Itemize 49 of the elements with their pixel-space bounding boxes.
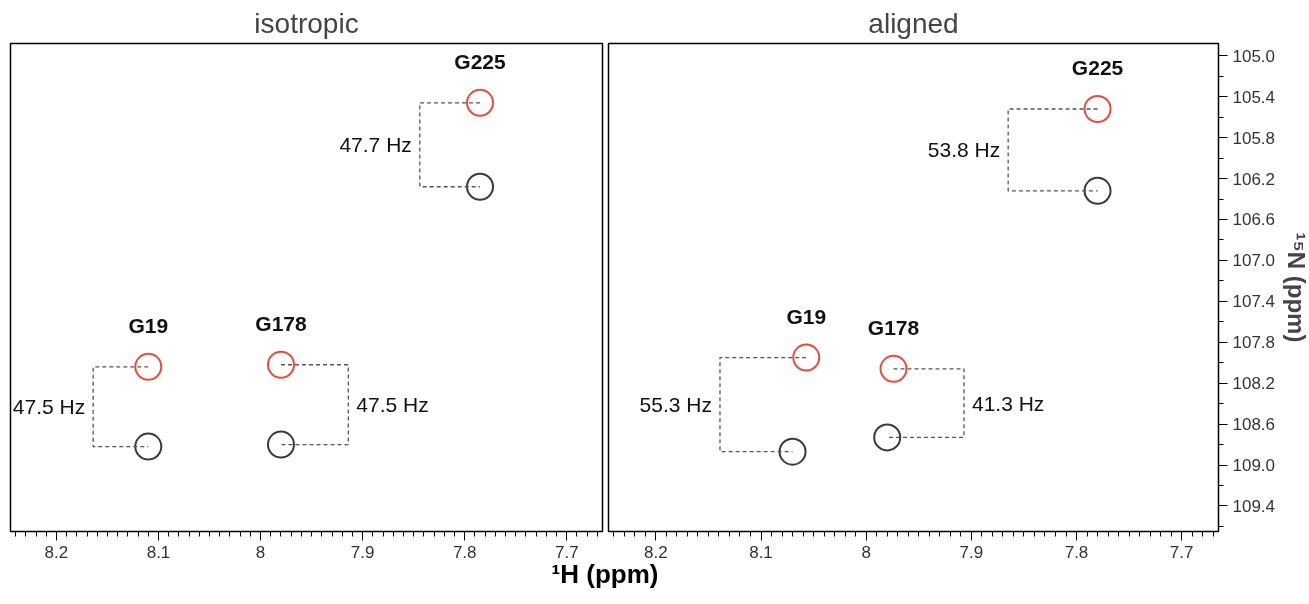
- y-axis-title: ¹⁵N (ppm): [1283, 232, 1309, 343]
- y-tick-label: 108.2: [1232, 374, 1276, 394]
- annotation: G178: [255, 311, 307, 335]
- x-tick-label: 7.9: [959, 542, 984, 562]
- point: [1083, 176, 1112, 205]
- point: [134, 352, 163, 381]
- annotation: G19: [786, 304, 827, 328]
- annotation: 47.5 Hz: [356, 393, 429, 417]
- y-tick-label: 107.0: [1232, 251, 1276, 271]
- point: [873, 423, 902, 452]
- x-tick-label: 8: [255, 542, 266, 562]
- x-tick-label: 8.1: [749, 542, 773, 562]
- chart-title: aligned: [868, 7, 959, 39]
- point: [134, 432, 163, 461]
- x-tick-label: 8.2: [44, 542, 69, 562]
- y-tick-label: 105.0: [1232, 46, 1276, 66]
- y-tick-label: 109.0: [1232, 456, 1276, 475]
- x-tick-label: 7.7: [1169, 542, 1194, 562]
- x-tick-label: 7.8: [1064, 542, 1089, 562]
- point: [266, 350, 295, 379]
- annotation: 41.3 Hz: [971, 391, 1045, 415]
- point: [466, 172, 495, 201]
- annotation: G225: [1071, 55, 1124, 79]
- point: [266, 430, 295, 459]
- x-tick-label: 7.9: [350, 542, 375, 562]
- annotation: G178: [867, 315, 920, 339]
- y-tick-label: 108.6: [1232, 415, 1276, 435]
- annotation: 47.5 Hz: [12, 395, 86, 419]
- y-tick-label: 106.2: [1232, 169, 1276, 189]
- x-tick-label: 7.8: [452, 542, 477, 562]
- point: [778, 437, 807, 466]
- annotation: 53.8 Hz: [927, 138, 1001, 162]
- y-tick-label: 109.4: [1232, 496, 1276, 516]
- chart-title: isotropic: [254, 7, 359, 39]
- annotation: 47.7 Hz: [339, 133, 412, 157]
- y-tick-label: 107.4: [1232, 292, 1276, 312]
- x-tick-label: 8: [861, 542, 871, 562]
- point: [792, 343, 821, 372]
- annotation: 55.3 Hz: [639, 393, 712, 417]
- y-tick-label: 107.8: [1232, 333, 1276, 353]
- point: [466, 88, 495, 117]
- annotation: G225: [454, 49, 507, 73]
- annotation: G19: [128, 313, 169, 337]
- y-tick-label: 106.6: [1232, 210, 1276, 230]
- y-tick-label: 105.4: [1232, 87, 1276, 107]
- x-tick-label: 8.1: [146, 542, 171, 562]
- point: [1083, 95, 1112, 123]
- y-tick-label: 105.8: [1232, 128, 1276, 148]
- point: [879, 354, 908, 383]
